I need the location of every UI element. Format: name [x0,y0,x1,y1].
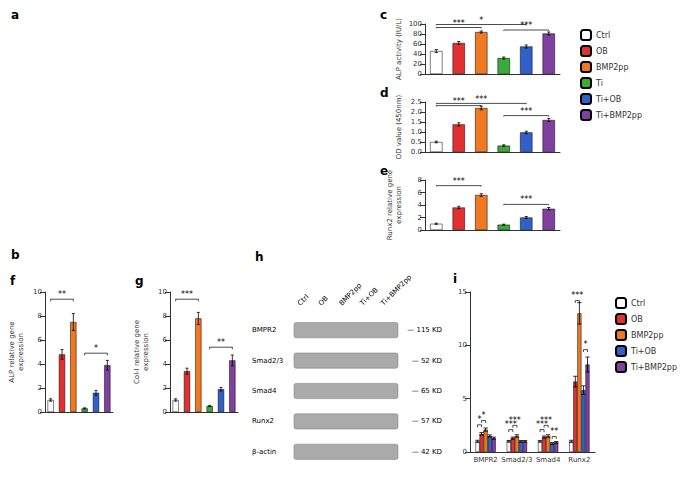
svg-text:d: d [380,86,389,100]
svg-text:***: *** [475,95,487,104]
svg-text:60: 60 [413,40,422,48]
svg-text:*: * [583,340,587,349]
svg-text:0: 0 [163,408,167,416]
svg-text:Runx2: Runx2 [252,417,274,425]
svg-text:Ti+BMP2pp: Ti+BMP2pp [595,111,642,120]
svg-text:i: i [453,272,457,286]
svg-text:BMP2pp: BMP2pp [631,331,663,340]
svg-text:OB: OB [317,294,330,307]
svg-text:***: *** [181,290,193,299]
svg-text:***: *** [520,107,532,116]
svg-text:***: *** [540,416,552,425]
svg-text:2.5: 2.5 [411,98,422,106]
svg-text:8: 8 [38,312,42,320]
svg-text:Runx2: Runx2 [568,456,590,464]
svg-text:BMP2pp: BMP2pp [596,63,628,72]
svg-text:Smad2/3: Smad2/3 [252,357,283,365]
svg-text:**: ** [58,290,66,299]
svg-text:10: 10 [158,288,167,296]
svg-text:**: ** [217,338,225,347]
svg-text:0: 0 [418,70,422,78]
svg-text:BMPR2: BMPR2 [473,456,497,464]
svg-text:Smad4: Smad4 [252,387,277,395]
svg-text:10: 10 [458,341,467,349]
svg-text:0: 0 [463,448,467,456]
svg-text:***: *** [453,19,465,28]
svg-text:Ti+BMP2pp: Ti+BMP2pp [630,363,677,372]
svg-text:Ti: Ti [595,79,603,88]
svg-text:10: 10 [33,288,42,296]
svg-text:Ti+OB: Ti+OB [358,286,380,308]
svg-text:***: *** [453,97,465,106]
svg-text:***: *** [509,416,521,425]
svg-text:4: 4 [38,360,43,368]
svg-text:***: *** [520,195,532,204]
svg-text:5: 5 [463,395,467,403]
svg-text:BMP2pp: BMP2pp [337,281,364,308]
svg-text:100: 100 [409,20,422,28]
svg-text:— 52 KD: — 52 KD [412,357,442,365]
svg-text:e: e [380,164,388,178]
svg-text:***: *** [571,291,583,300]
svg-text:0: 0 [38,408,42,416]
svg-text:h: h [255,250,264,264]
svg-text:g: g [135,274,144,288]
svg-text:a: a [11,8,19,22]
svg-text:OB: OB [596,47,608,56]
svg-text:Ctrl: Ctrl [296,293,310,307]
svg-text:6: 6 [38,336,43,344]
svg-text:Ti+OB: Ti+OB [595,95,621,104]
svg-text:15: 15 [458,288,467,296]
svg-text:***: *** [453,177,465,186]
svg-text:— 42 KD: — 42 KD [412,448,442,456]
svg-text:***: *** [520,21,532,30]
svg-text:ALP activity (IU/L): ALP activity (IU/L) [395,18,403,80]
svg-text:2: 2 [418,214,422,222]
svg-text:8: 8 [418,176,422,184]
svg-text:*: * [482,411,486,420]
svg-text:β-actin: β-actin [252,448,276,456]
svg-text:expression: expression [395,186,403,224]
svg-text:40: 40 [413,50,422,58]
svg-text:— 115 KD: — 115 KD [407,326,442,334]
svg-text:BMPR2: BMPR2 [252,326,276,334]
svg-text:OB: OB [631,315,643,324]
svg-text:20: 20 [413,60,422,68]
svg-text:c: c [380,8,387,22]
svg-text:2: 2 [38,384,42,392]
svg-text:expression: expression [17,333,25,371]
svg-text:expression: expression [142,333,150,371]
svg-text:1.5: 1.5 [411,118,422,126]
svg-text:1.0: 1.0 [411,128,422,136]
svg-text:Ti+BMP2pp: Ti+BMP2pp [379,273,414,308]
svg-text:**: ** [550,427,558,436]
svg-text:0.0: 0.0 [411,148,422,156]
svg-text:Smad4: Smad4 [536,456,561,464]
svg-text:Col-I relative gene: Col-I relative gene [133,320,141,384]
svg-text:2.0: 2.0 [411,108,422,116]
svg-text:Ctrl: Ctrl [631,299,645,308]
svg-text:b: b [11,248,20,262]
svg-text:4: 4 [418,201,423,209]
svg-text:6: 6 [418,189,423,197]
svg-text:Ctrl: Ctrl [596,31,610,40]
svg-text:— 65 KD: — 65 KD [412,387,442,395]
svg-text:Smad2/3: Smad2/3 [501,456,532,464]
svg-text:Runx2 relative gene: Runx2 relative gene [386,170,394,240]
svg-text:Ti+OB: Ti+OB [630,347,656,356]
svg-text:ALP relative gene: ALP relative gene [8,321,16,382]
svg-text:6: 6 [163,336,168,344]
svg-text:OD value (450nm): OD value (450nm) [395,94,403,159]
svg-text:— 57 KD: — 57 KD [412,417,442,425]
svg-text:0: 0 [418,226,422,234]
svg-text:4: 4 [163,360,168,368]
svg-text:*: * [94,344,98,353]
svg-text:f: f [10,274,16,288]
svg-text:8: 8 [163,312,167,320]
svg-text:80: 80 [413,30,422,38]
svg-text:0.5: 0.5 [411,138,422,146]
svg-text:*: * [479,16,483,25]
svg-text:2: 2 [163,384,167,392]
